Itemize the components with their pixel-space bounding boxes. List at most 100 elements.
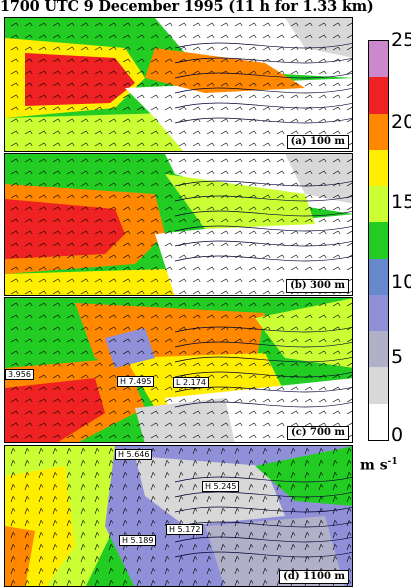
wind-barb [122,495,128,503]
wind-barb [220,447,226,455]
wind-barb [122,398,131,403]
wind-barb [94,471,100,479]
wind-barb [164,218,173,223]
wind-barb [248,519,254,527]
wind-barb [346,34,352,39]
wind-barb [192,543,198,551]
wind-barb [192,471,198,479]
wind-barb [234,46,243,51]
wind-barb [220,142,229,147]
wind-barb [290,94,299,99]
wind-barb [192,567,198,575]
wind-barb [52,194,61,199]
wind-barb [66,326,75,331]
wind-barb [276,242,285,247]
wind-barb [52,495,58,503]
wind-barb [122,230,131,235]
wind-barb [206,386,215,391]
wind-barb [38,338,47,343]
wind-barb [52,567,58,575]
wind-barb [178,314,187,319]
wind-barb [290,22,299,27]
wind-barb [52,579,58,586]
contour-line [174,476,352,483]
wind-barb [150,230,159,235]
wind-barb [318,170,327,175]
wind-barb [206,398,215,403]
wind-barb [52,230,61,235]
wind-barb [38,278,47,283]
wind-barb [94,218,103,223]
wind-barb [248,362,257,367]
contour-line [174,57,352,64]
wind-barb [80,194,89,199]
wind-barb [262,495,268,503]
wind-barb [290,326,299,331]
wind-barb [136,46,145,51]
wind-barb [332,350,341,355]
wind-barb [206,94,215,99]
wind-barb [318,471,324,479]
wind-barb [122,46,131,51]
wind-barb [262,579,268,586]
wind-barb [234,82,243,87]
wind-barb [108,362,117,367]
wind-barb [262,374,271,379]
wind-barb [108,579,114,586]
wind-barb [332,118,341,123]
wind-barb [80,362,89,367]
wind-barb [136,254,145,259]
wind-barb [164,410,173,415]
wind-barb [94,278,103,283]
wind-barb [234,254,243,259]
wind-barb [178,46,187,51]
wind-barb [164,242,173,247]
wind-barb [52,314,61,319]
wind-barb [304,374,313,379]
wind-barb [10,519,16,527]
wind-barb [276,22,285,27]
wind-barb [108,290,117,295]
wind-barb [262,543,268,551]
wind-barb [276,386,285,391]
wind-barb [150,266,159,271]
wind-barb [276,34,285,39]
wind-barb [192,350,201,355]
wind-barb [248,206,257,211]
wind-barb [38,350,47,355]
wind-barb [332,374,341,379]
wind-barb [276,194,285,199]
wind-barb [290,471,296,479]
wind-barb [178,507,184,515]
wind-barb [304,410,313,415]
wind-barb [24,471,30,479]
wind-barb [304,118,313,123]
wind-barb [206,158,215,163]
wind-barb [38,142,47,147]
wind-barb [346,302,352,307]
wind-barb [178,471,184,479]
wind-barb [24,398,33,403]
wind-barb [150,58,159,63]
wind-barb [290,182,299,187]
wind-barb [10,254,19,259]
wind-barb [136,94,145,99]
wind-barb [262,314,271,319]
wind-barb [318,266,327,271]
wind-barb [318,326,327,331]
wind-barb [192,106,201,111]
wind-barb [178,326,187,331]
wind-barb [94,422,103,427]
wind-barb [24,130,33,135]
wind-barb [332,543,338,551]
wind-barb [178,34,187,39]
wind-barb [332,82,341,87]
wind-barb [262,106,271,111]
wind-barb [192,278,201,283]
wind-barb [38,410,47,415]
contour-line [174,195,352,202]
colorbar-units: m s-1 [360,457,398,474]
wind-barb [164,350,173,355]
panel-d-label: (d) 1100 m [279,570,349,584]
panel-d-field [5,446,352,586]
